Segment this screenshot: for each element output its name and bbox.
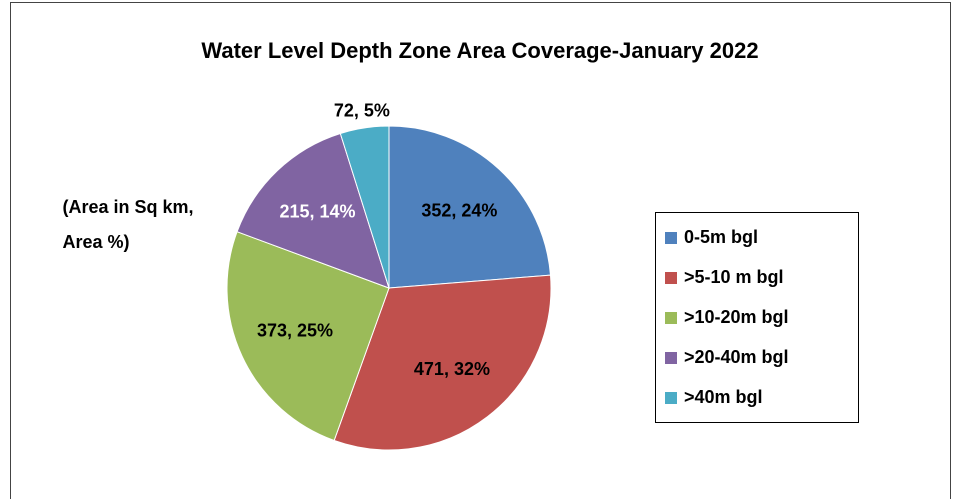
legend-swatch (665, 272, 677, 284)
data-label: 72, 5% (334, 101, 390, 121)
data-label: 471, 32% (414, 359, 490, 379)
legend-label: 0-5m bgl (684, 227, 758, 247)
pie-slice (333, 274, 552, 451)
legend-label: >10-20m bgl (684, 307, 789, 327)
pie-slice (388, 125, 552, 289)
data-label: 215, 14% (280, 202, 356, 222)
legend-swatch (665, 312, 677, 324)
legend-box (655, 212, 859, 423)
legend-swatch (665, 392, 677, 404)
pie-slice (236, 132, 390, 289)
legend-label: >5-10 m bgl (684, 267, 784, 287)
data-label: 352, 24% (421, 201, 497, 221)
annotation: Area %) (62, 232, 129, 252)
legend-label: >20-40m bgl (684, 347, 789, 367)
legend-label: >40m bgl (684, 387, 763, 407)
pie-slice (339, 125, 390, 289)
data-label: 373, 25% (257, 320, 333, 340)
pie-slice (226, 231, 390, 442)
legend-swatch (665, 232, 677, 244)
chart-title: Water Level Depth Zone Area Coverage-Jan… (201, 38, 758, 63)
legend-swatch (665, 352, 677, 364)
annotation: (Area in Sq km, (62, 197, 193, 217)
